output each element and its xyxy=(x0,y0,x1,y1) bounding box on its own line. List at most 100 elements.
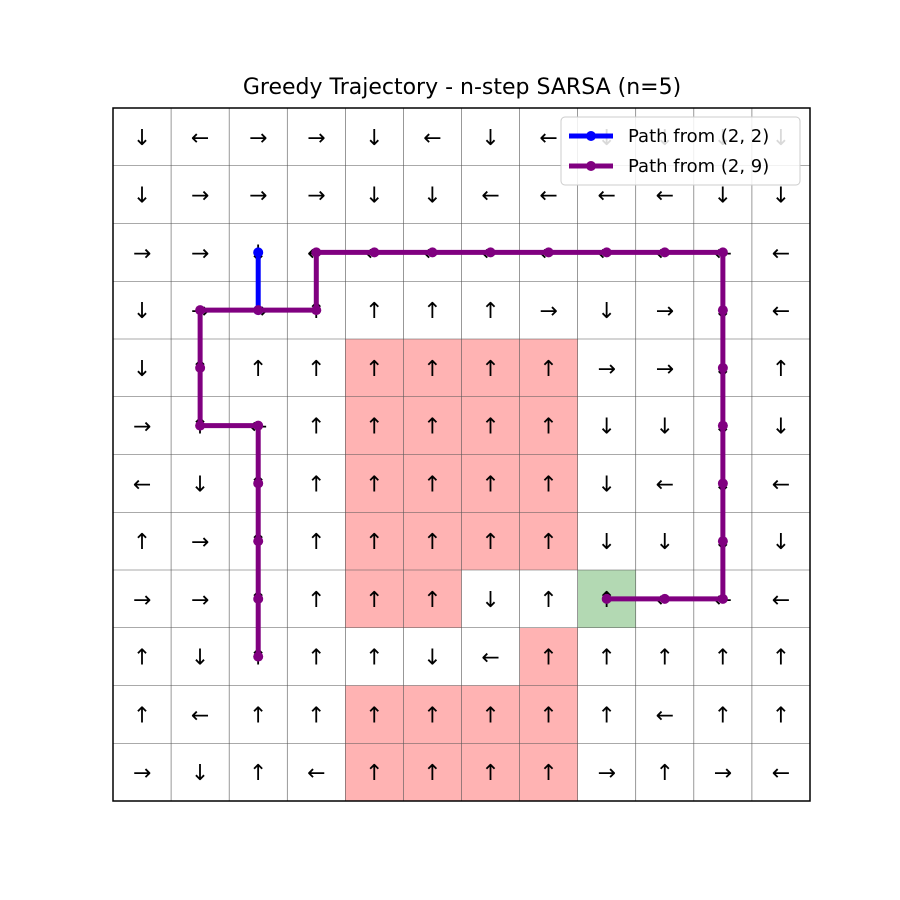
policy-arrow: ← xyxy=(539,126,557,151)
cliff-cell xyxy=(519,512,578,570)
policy-arrow: → xyxy=(133,761,151,786)
grid-cell xyxy=(287,165,346,224)
grid-cell xyxy=(751,570,810,628)
policy-arrow: ← xyxy=(481,646,499,671)
cliff-cell xyxy=(403,570,462,628)
policy-arrow: ↓ xyxy=(133,357,151,382)
policy-arrow: → xyxy=(714,761,732,786)
grid-cell xyxy=(577,339,636,397)
grid-cell xyxy=(693,743,752,801)
policy-arrow: → xyxy=(656,357,674,382)
trajectory-point xyxy=(195,305,206,316)
policy-arrow: ↑ xyxy=(481,703,499,728)
policy-arrow: ← xyxy=(539,184,557,209)
grid-cell xyxy=(751,223,810,282)
policy-arrow: ↓ xyxy=(481,126,499,151)
policy-arrow: ← xyxy=(772,472,790,497)
grid-cell xyxy=(113,685,172,744)
grid-cell xyxy=(635,512,694,570)
grid-cell xyxy=(171,223,230,282)
grid-cell xyxy=(113,627,172,686)
grid-cell xyxy=(635,339,694,397)
cliff-cell xyxy=(403,685,462,744)
grid-cell xyxy=(171,685,230,744)
policy-arrow: ↑ xyxy=(772,646,790,671)
policy-arrow: ↓ xyxy=(772,184,790,209)
policy-arrow: ↑ xyxy=(481,299,499,324)
policy-arrow: ↓ xyxy=(365,184,383,209)
trajectory-point xyxy=(427,247,438,258)
policy-arrow: ↑ xyxy=(597,646,615,671)
grid-cell xyxy=(577,512,636,570)
grid-cell xyxy=(751,627,810,686)
policy-arrow: ↑ xyxy=(365,357,383,382)
policy-arrow: → xyxy=(133,415,151,440)
grid-cell xyxy=(287,339,346,397)
grid-cell xyxy=(113,339,172,397)
policy-arrow: ↑ xyxy=(539,415,557,440)
policy-arrow: ↓ xyxy=(714,184,732,209)
trajectory-point xyxy=(253,247,264,258)
policy-arrow: ↑ xyxy=(133,530,151,555)
policy-arrow: ↓ xyxy=(191,472,209,497)
policy-arrow: → xyxy=(656,299,674,324)
grid-cell xyxy=(403,627,462,686)
policy-arrow: ↑ xyxy=(597,703,615,728)
grid-cell xyxy=(287,396,346,455)
grid-cell xyxy=(171,512,230,570)
grid-cell xyxy=(403,165,462,224)
legend-swatch-marker xyxy=(586,131,596,141)
grid-cell xyxy=(345,165,404,224)
trajectory-point xyxy=(485,247,496,258)
policy-arrow: ↑ xyxy=(307,530,325,555)
cliff-cell xyxy=(461,454,520,513)
policy-arrow: ↑ xyxy=(539,646,557,671)
policy-arrow: ↑ xyxy=(307,472,325,497)
grid-cell xyxy=(751,512,810,570)
policy-arrow: ↑ xyxy=(365,530,383,555)
policy-arrow: ↑ xyxy=(423,530,441,555)
policy-arrow: ↓ xyxy=(656,415,674,440)
grid-cell xyxy=(577,454,636,513)
cliff-cell xyxy=(345,685,404,744)
grid-cell xyxy=(113,165,172,224)
grid-cell xyxy=(287,743,346,801)
grid-cell xyxy=(577,685,636,744)
grid-cell xyxy=(287,570,346,628)
cliff-cell xyxy=(345,570,404,628)
grid-cell xyxy=(113,108,172,166)
policy-arrow: ↓ xyxy=(191,761,209,786)
grid-cell xyxy=(345,627,404,686)
policy-arrow: ↑ xyxy=(423,357,441,382)
grid-cell xyxy=(287,627,346,686)
grid-cell xyxy=(113,512,172,570)
policy-arrow: ↑ xyxy=(714,703,732,728)
policy-arrow: ↑ xyxy=(249,703,267,728)
policy-arrow: ↑ xyxy=(365,299,383,324)
policy-arrow: → xyxy=(133,588,151,613)
policy-arrow: ↑ xyxy=(365,703,383,728)
grid-cell xyxy=(345,108,404,166)
grid-cell xyxy=(577,281,636,339)
policy-arrow: ↓ xyxy=(481,588,499,613)
policy-arrow: ↑ xyxy=(539,703,557,728)
policy-arrow: → xyxy=(249,184,267,209)
policy-arrow: → xyxy=(191,184,209,209)
grid-cell xyxy=(751,454,810,513)
grid-cell xyxy=(287,454,346,513)
policy-arrow: ← xyxy=(772,761,790,786)
policy-arrow: ← xyxy=(133,472,151,497)
grid-cell xyxy=(113,281,172,339)
policy-arrow: ↑ xyxy=(365,472,383,497)
policy-arrow: → xyxy=(191,530,209,555)
trajectory-point xyxy=(311,247,322,258)
policy-arrow: ← xyxy=(772,299,790,324)
trajectory-point xyxy=(717,420,728,431)
grid-border xyxy=(112,107,811,802)
grid-cell xyxy=(113,223,172,282)
policy-arrow: → xyxy=(539,299,557,324)
trajectory-paths xyxy=(195,247,728,662)
policy-arrow: ↓ xyxy=(772,530,790,555)
policy-arrow: → xyxy=(307,126,325,151)
cliff-cell xyxy=(519,396,578,455)
